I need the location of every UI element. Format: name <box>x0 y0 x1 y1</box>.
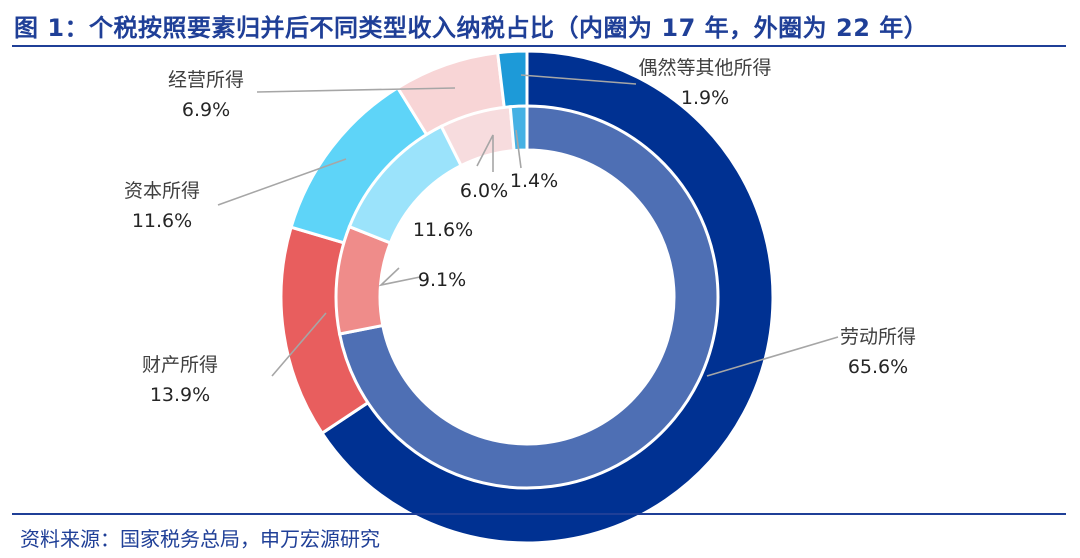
footer-divider <box>12 513 1066 515</box>
inner-value-label-0: 71.9% <box>511 420 571 442</box>
outer-category-label-0: 劳动所得 <box>840 326 916 348</box>
outer-value-label-2: 11.6% <box>132 210 192 232</box>
leader-line-0 <box>706 336 839 377</box>
leader-line-7 <box>378 267 421 287</box>
inner-slice-1 <box>334 224 393 336</box>
leader-line-3 <box>256 87 456 93</box>
leader-lines <box>217 74 839 377</box>
leader-line-5 <box>476 134 494 172</box>
outer-value-label-3: 6.9% <box>182 99 230 121</box>
inner-value-label-2: 11.6% <box>413 219 473 241</box>
title-divider <box>12 45 1066 47</box>
source-note: 资料来源：国家税务总局，申万宏源研究 <box>20 527 380 551</box>
leader-line-2 <box>217 158 347 206</box>
outer-ring <box>279 49 775 545</box>
inner-slice-0 <box>337 104 720 490</box>
chart-title: 图 1：个税按照要素归并后不同类型收入纳税占比（内圈为 17 年，外圈为 22 … <box>14 14 929 42</box>
outer-value-label-1: 13.9% <box>150 384 210 406</box>
outer-category-label-3: 经营所得 <box>168 69 244 91</box>
inner-value-label-4: 1.4% <box>510 170 558 192</box>
outer-category-label-2: 资本所得 <box>124 180 200 202</box>
leader-line-1 <box>271 312 327 377</box>
inner-value-label-1: 9.1% <box>418 269 466 291</box>
leader-line-4 <box>520 74 637 85</box>
outer-category-label-4: 偶然等其他所得 <box>638 57 771 79</box>
outer-value-label-4: 1.9% <box>681 87 729 109</box>
leader-line-6 <box>515 129 522 169</box>
inner-ring <box>334 104 720 490</box>
outer-category-label-1: 财产所得 <box>142 354 218 376</box>
slice-labels: 71.9% 9.1% 11.6% 6.0% 1.4% 劳动所得 65.6% 财产所得 13.9%… <box>124 57 916 442</box>
inner-slice-4 <box>508 104 529 153</box>
outer-value-label-0: 65.6% <box>848 356 908 378</box>
outer-slice-4 <box>496 49 529 111</box>
inner-value-label-3: 6.0% <box>460 180 508 202</box>
